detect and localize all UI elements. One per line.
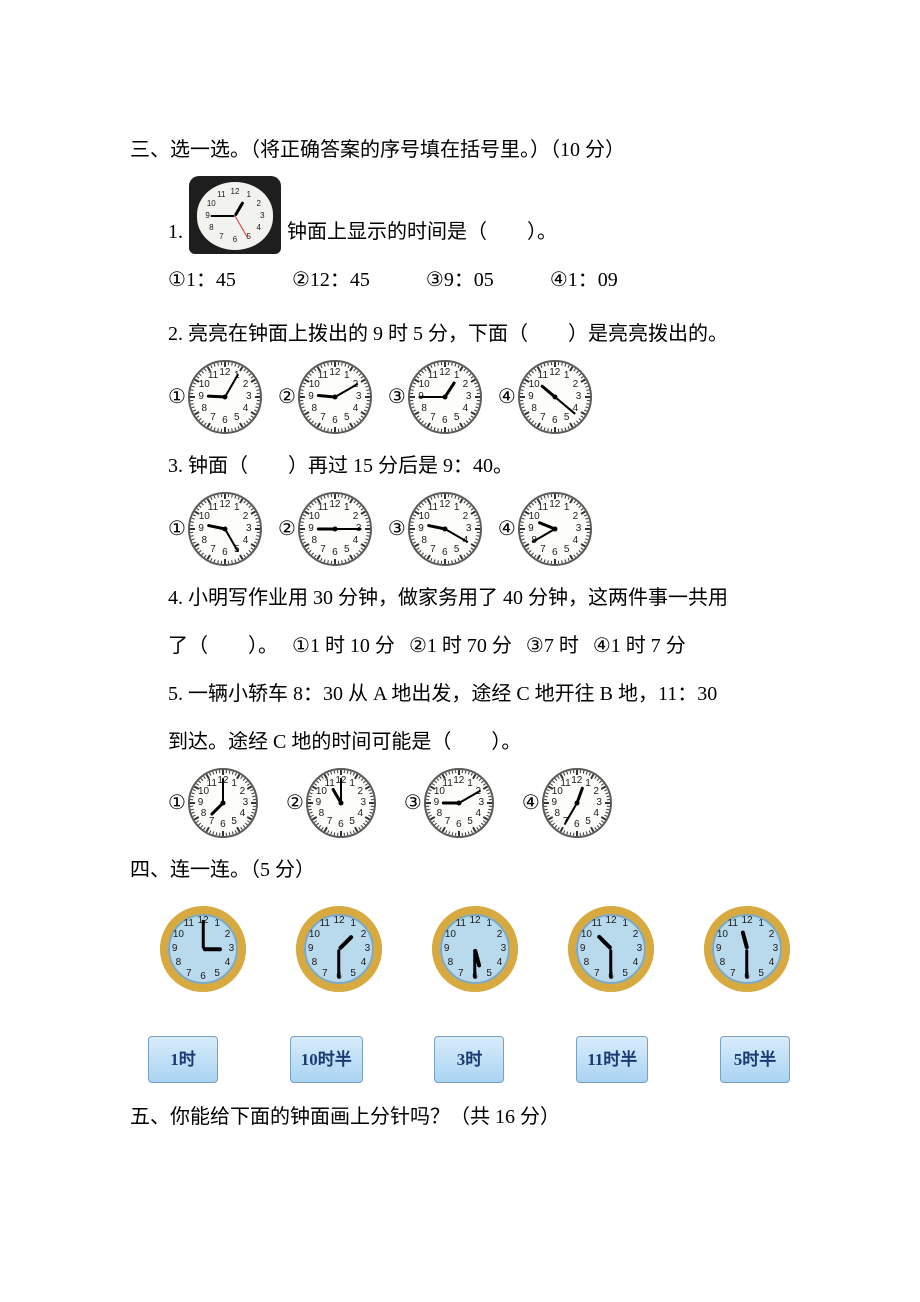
option-marker: ③ bbox=[388, 375, 406, 419]
clock-option: ②123456789101112 bbox=[286, 768, 376, 838]
analog-clock-icon: 123456789101112 bbox=[188, 768, 258, 838]
analog-clock-icon: 123456789101112 bbox=[424, 768, 494, 838]
q1-opt-4: ④1：09 bbox=[550, 258, 618, 302]
analog-clock-icon: 123456789101112 bbox=[518, 360, 592, 434]
q5-line2: 到达。途经 C 地的时间可能是（ ）。 bbox=[168, 720, 790, 764]
clock-option: ③123456789101112 bbox=[388, 492, 482, 566]
q4-opt-2: ②1 时 70 分 bbox=[409, 624, 512, 668]
q1-opt-1: ①1：45 bbox=[168, 258, 236, 302]
clock-option: ①123456789101112 bbox=[168, 768, 258, 838]
analog-clock-icon: 123456789101112 bbox=[408, 492, 482, 566]
analog-clock-icon: 123456789101112 bbox=[306, 768, 376, 838]
section-5-heading: 五、你能给下面的钟面画上分针吗？（共 16 分） bbox=[130, 1095, 790, 1139]
q5-line1: 5. 一辆小轿车 8：30 从 A 地出发，途经 C 地开往 B 地，11：30 bbox=[168, 672, 790, 716]
q1-opt-3: ③9：05 bbox=[426, 258, 494, 302]
analog-clock-icon: 123456789101112 bbox=[542, 768, 612, 838]
section-4-clock-row: 123456789101112 123456789101112 1234567891… bbox=[160, 906, 790, 992]
analog-clock-icon: 123456789101112 bbox=[518, 492, 592, 566]
option-marker: ④ bbox=[498, 507, 516, 551]
option-marker: ② bbox=[286, 781, 304, 825]
analog-clock-icon: 123456789101112 bbox=[568, 906, 654, 992]
analog-clock-icon: 123456789101112 bbox=[188, 360, 262, 434]
q2-clock-options: ①123456789101112②123456789101112③1234567… bbox=[168, 360, 790, 434]
q2-text: 2. 亮亮在钟面上拨出的 9 时 5 分，下面（ ）是亮亮拨出的。 bbox=[168, 312, 790, 356]
option-marker: ② bbox=[278, 507, 296, 551]
q4-opt-1: ①1 时 10 分 bbox=[292, 624, 395, 668]
wall-clock-icon: 123456789101112 bbox=[189, 176, 281, 254]
option-marker: ① bbox=[168, 375, 186, 419]
q4-line2: 了（ ）。 ①1 时 10 分 ②1 时 70 分 ③7 时 ④1 时 7 分 bbox=[168, 624, 790, 668]
option-marker: ③ bbox=[388, 507, 406, 551]
option-marker: ④ bbox=[522, 781, 540, 825]
section-4-heading: 四、连一连。（5 分） bbox=[130, 848, 790, 892]
analog-clock-icon: 123456789101112 bbox=[408, 360, 482, 434]
q1: 1. 123456789101112 钟面上显示的时间是（ ）。 bbox=[168, 176, 790, 254]
q1-number: 1. bbox=[168, 210, 183, 254]
clock-option: ④123456789101112 bbox=[498, 492, 592, 566]
q4-opt-3: ③7 时 bbox=[526, 624, 579, 668]
time-label: 5时半 bbox=[720, 1036, 790, 1083]
time-label: 1时 bbox=[148, 1036, 218, 1083]
analog-clock-icon: 123456789101112 bbox=[160, 906, 246, 992]
clock-option: ③123456789101112 bbox=[388, 360, 482, 434]
q1-options: ①1：45 ②12：45 ③9：05 ④1：09 bbox=[168, 258, 790, 302]
section-4-label-row: 1时 10时半 3时 11时半 5时半 bbox=[148, 1036, 790, 1083]
q5-clock-options: ①123456789101112②123456789101112③1234567… bbox=[168, 768, 790, 838]
section-3-heading: 三、选一选。（将正确答案的序号填在括号里。）（10 分） bbox=[130, 128, 790, 172]
analog-clock-icon: 123456789101112 bbox=[704, 906, 790, 992]
analog-clock-icon: 123456789101112 bbox=[188, 492, 262, 566]
option-marker: ④ bbox=[498, 375, 516, 419]
q4-line2-prefix: 了（ ）。 bbox=[168, 624, 278, 668]
option-marker: ② bbox=[278, 375, 296, 419]
analog-clock-icon: 123456789101112 bbox=[432, 906, 518, 992]
q3-text: 3. 钟面（ ）再过 15 分后是 9：40。 bbox=[168, 444, 790, 488]
time-label: 11时半 bbox=[576, 1036, 648, 1083]
time-label: 10时半 bbox=[290, 1036, 363, 1083]
q1-opt-2: ②12：45 bbox=[292, 258, 370, 302]
clock-option: ②123456789101112 bbox=[278, 492, 372, 566]
option-marker: ① bbox=[168, 781, 186, 825]
analog-clock-icon: 123456789101112 bbox=[298, 360, 372, 434]
q1-wall-clock: 123456789101112 bbox=[189, 176, 281, 254]
q4-opt-4: ④1 时 7 分 bbox=[593, 624, 686, 668]
clock-option: ②123456789101112 bbox=[278, 360, 372, 434]
analog-clock-icon: 123456789101112 bbox=[298, 492, 372, 566]
time-label: 3时 bbox=[434, 1036, 504, 1083]
clock-option: ①123456789101112 bbox=[168, 360, 262, 434]
option-marker: ③ bbox=[404, 781, 422, 825]
option-marker: ① bbox=[168, 507, 186, 551]
clock-option: ④123456789101112 bbox=[522, 768, 612, 838]
clock-option: ④123456789101112 bbox=[498, 360, 592, 434]
clock-option: ①123456789101112 bbox=[168, 492, 262, 566]
q1-text: 钟面上显示的时间是（ ）。 bbox=[287, 210, 557, 254]
clock-option: ③123456789101112 bbox=[404, 768, 494, 838]
analog-clock-icon: 123456789101112 bbox=[296, 906, 382, 992]
q4-line1: 4. 小明写作业用 30 分钟，做家务用了 40 分钟，这两件事一共用 bbox=[168, 576, 790, 620]
q3-clock-options: ①123456789101112②123456789101112③1234567… bbox=[168, 492, 790, 566]
